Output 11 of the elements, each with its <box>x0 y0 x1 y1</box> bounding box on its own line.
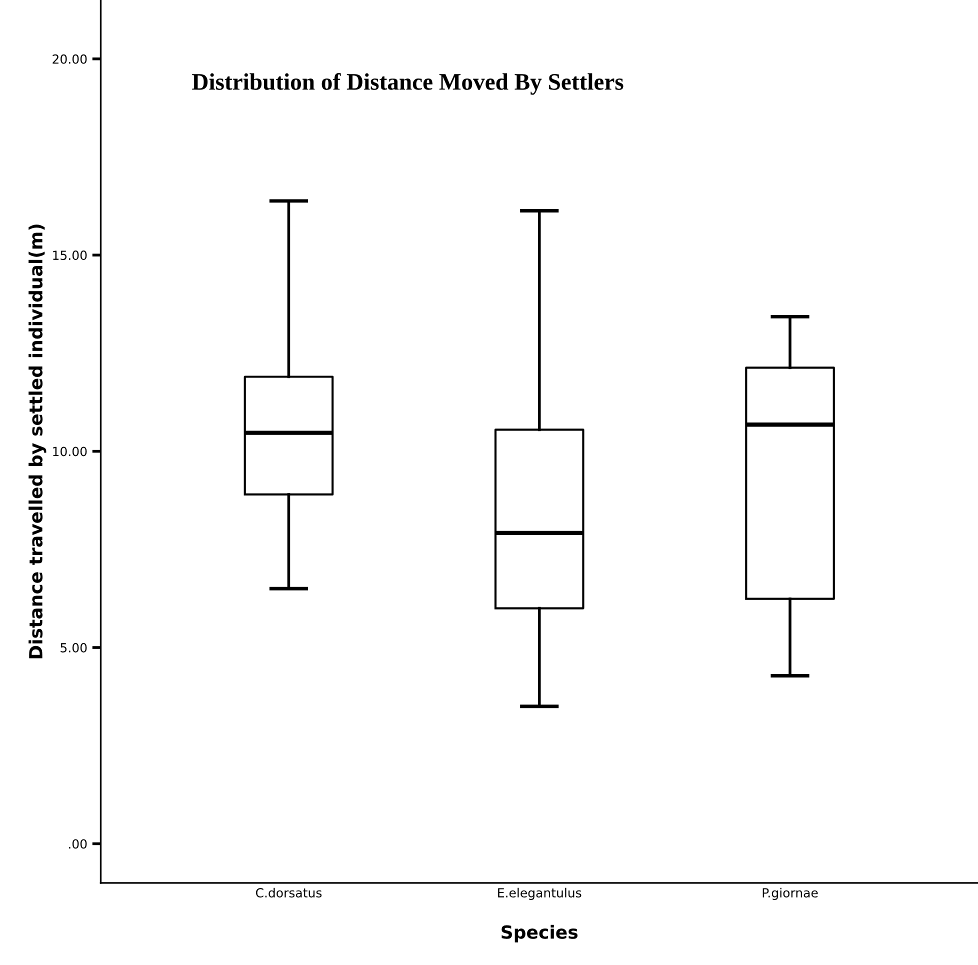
y-axis-title: Distance travelled by settled individual(m) <box>28 224 46 658</box>
text: Distribution of Distance Moved By Settlers <box>192 73 624 95</box>
x-tick-label: C.dorsatus <box>256 888 322 898</box>
y-tick-label: 5.00 <box>60 642 87 652</box>
x-axis-title: Species <box>502 924 578 942</box>
y-tick-label: 20.00 <box>52 54 87 64</box>
y-tick-label: .00 <box>68 839 87 849</box>
x-tick-label: E.elegantulus <box>498 888 582 900</box>
y-tick-label: 15.00 <box>53 250 87 260</box>
y-tick-label: 10.00 <box>53 446 87 456</box>
x-tick-label: P.giornae <box>762 888 818 900</box>
